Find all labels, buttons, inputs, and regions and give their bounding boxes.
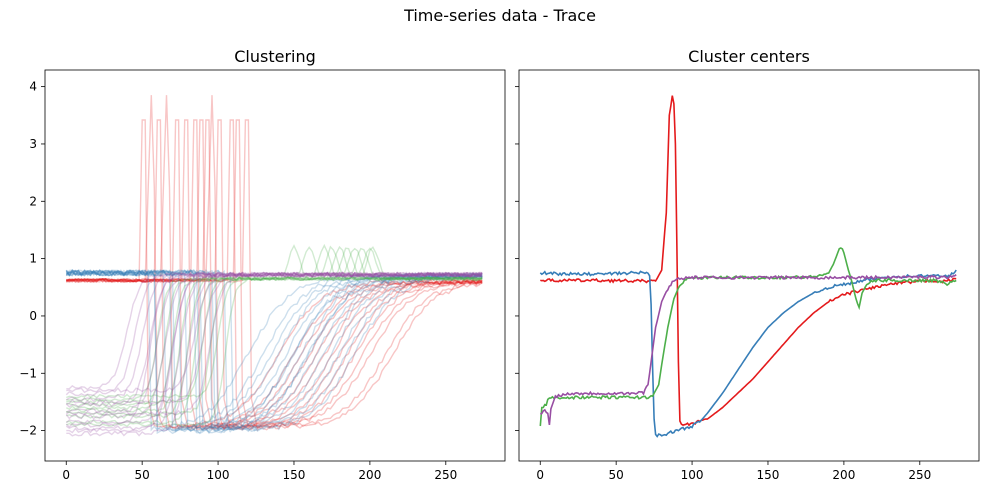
y-tick-label: −1 — [19, 366, 37, 380]
trace-purple — [65, 271, 483, 420]
trace-green — [66, 247, 483, 405]
panel-title: Clustering — [234, 47, 316, 66]
trace-blue — [65, 269, 483, 433]
center-line-blue — [539, 269, 957, 438]
figure-title: Time-series data - Trace — [404, 6, 596, 25]
trace-red — [66, 95, 483, 430]
y-tick-label: 4 — [29, 80, 37, 94]
center-line-red — [540, 95, 957, 427]
trace-purple — [66, 271, 483, 405]
trace-purple — [66, 271, 483, 394]
x-tick-label: 0 — [62, 468, 70, 482]
trace-purple — [65, 271, 483, 417]
trace-blue — [65, 269, 483, 435]
trace-red — [66, 119, 483, 431]
trace-blue — [66, 269, 483, 433]
trace-green — [65, 243, 483, 411]
trace-red — [65, 119, 483, 429]
trace-blue — [65, 269, 483, 431]
x-tick-label: 250 — [908, 468, 931, 482]
trace-green — [66, 247, 483, 399]
trace-red — [66, 119, 483, 431]
trace-blue — [65, 269, 483, 433]
trace-green — [66, 247, 483, 416]
center-line-green — [539, 247, 957, 427]
x-tick-label: 50 — [609, 468, 624, 482]
trace-blue — [65, 268, 483, 433]
y-tick-label: 2 — [29, 194, 37, 208]
axes-2: Cluster centers 0 50 100 150 200 250 — [515, 47, 931, 482]
trace-purple — [66, 271, 483, 437]
trace-purple — [65, 271, 483, 414]
x-tick-label: 200 — [358, 468, 381, 482]
cluster-center-lines — [539, 95, 957, 438]
axes-frame-1 — [44, 69, 506, 462]
trace-purple — [65, 271, 483, 397]
trace-purple — [65, 271, 483, 408]
y-tick-label: 1 — [29, 252, 37, 266]
y-tick-label: −2 — [19, 424, 37, 438]
x-tick-label: 0 — [536, 468, 544, 482]
trace-red — [66, 95, 483, 431]
x-tick-label: 250 — [434, 468, 457, 482]
trace-red — [66, 119, 483, 431]
trace-green — [66, 246, 483, 408]
y-tick-label: 3 — [29, 137, 37, 151]
trace-purple — [65, 271, 483, 431]
trace-green — [66, 245, 483, 419]
trace-blue — [65, 269, 483, 431]
trace-red — [66, 119, 483, 431]
trace-blue — [66, 268, 483, 433]
trace-green — [66, 247, 483, 425]
x-tick-label: 200 — [832, 468, 855, 482]
trace-purple — [65, 271, 483, 425]
axes-frame-2 — [518, 69, 980, 462]
trace-blue — [66, 269, 483, 433]
trace-blue — [65, 269, 483, 435]
x-tick-label: 100 — [207, 468, 230, 482]
trace-blue — [66, 269, 483, 432]
x-tick-label: 150 — [757, 468, 780, 482]
trace-blue — [65, 269, 483, 432]
trace-blue — [65, 269, 483, 431]
trace-red — [65, 119, 483, 431]
panel-title: Cluster centers — [688, 47, 810, 66]
trace-blue — [65, 269, 483, 432]
trace-red — [66, 95, 483, 431]
trace-purple — [65, 271, 483, 428]
trace-red — [66, 119, 483, 430]
axes-1: Clustering 0 50 100 150 200 250 −2 −1 0 1 2 3 4 — [19, 47, 457, 482]
center-line-purple — [539, 274, 957, 426]
trace-red — [66, 119, 483, 430]
trace-red — [65, 119, 483, 432]
x-tick-label: 150 — [283, 468, 306, 482]
trace-purple — [66, 271, 483, 391]
trace-green — [66, 246, 483, 428]
trace-blue — [65, 269, 483, 432]
trace-purple — [66, 271, 483, 434]
x-tick-label: 100 — [681, 468, 704, 482]
x-tick-label: 50 — [135, 468, 150, 482]
trace-red — [66, 119, 483, 429]
trace-red — [66, 119, 483, 431]
trace-green — [66, 244, 483, 402]
trace-green — [66, 245, 483, 413]
clustering-traces — [65, 95, 483, 437]
trace-blue — [65, 269, 483, 432]
trace-purple — [65, 271, 483, 403]
y-tick-label: 0 — [29, 309, 37, 323]
